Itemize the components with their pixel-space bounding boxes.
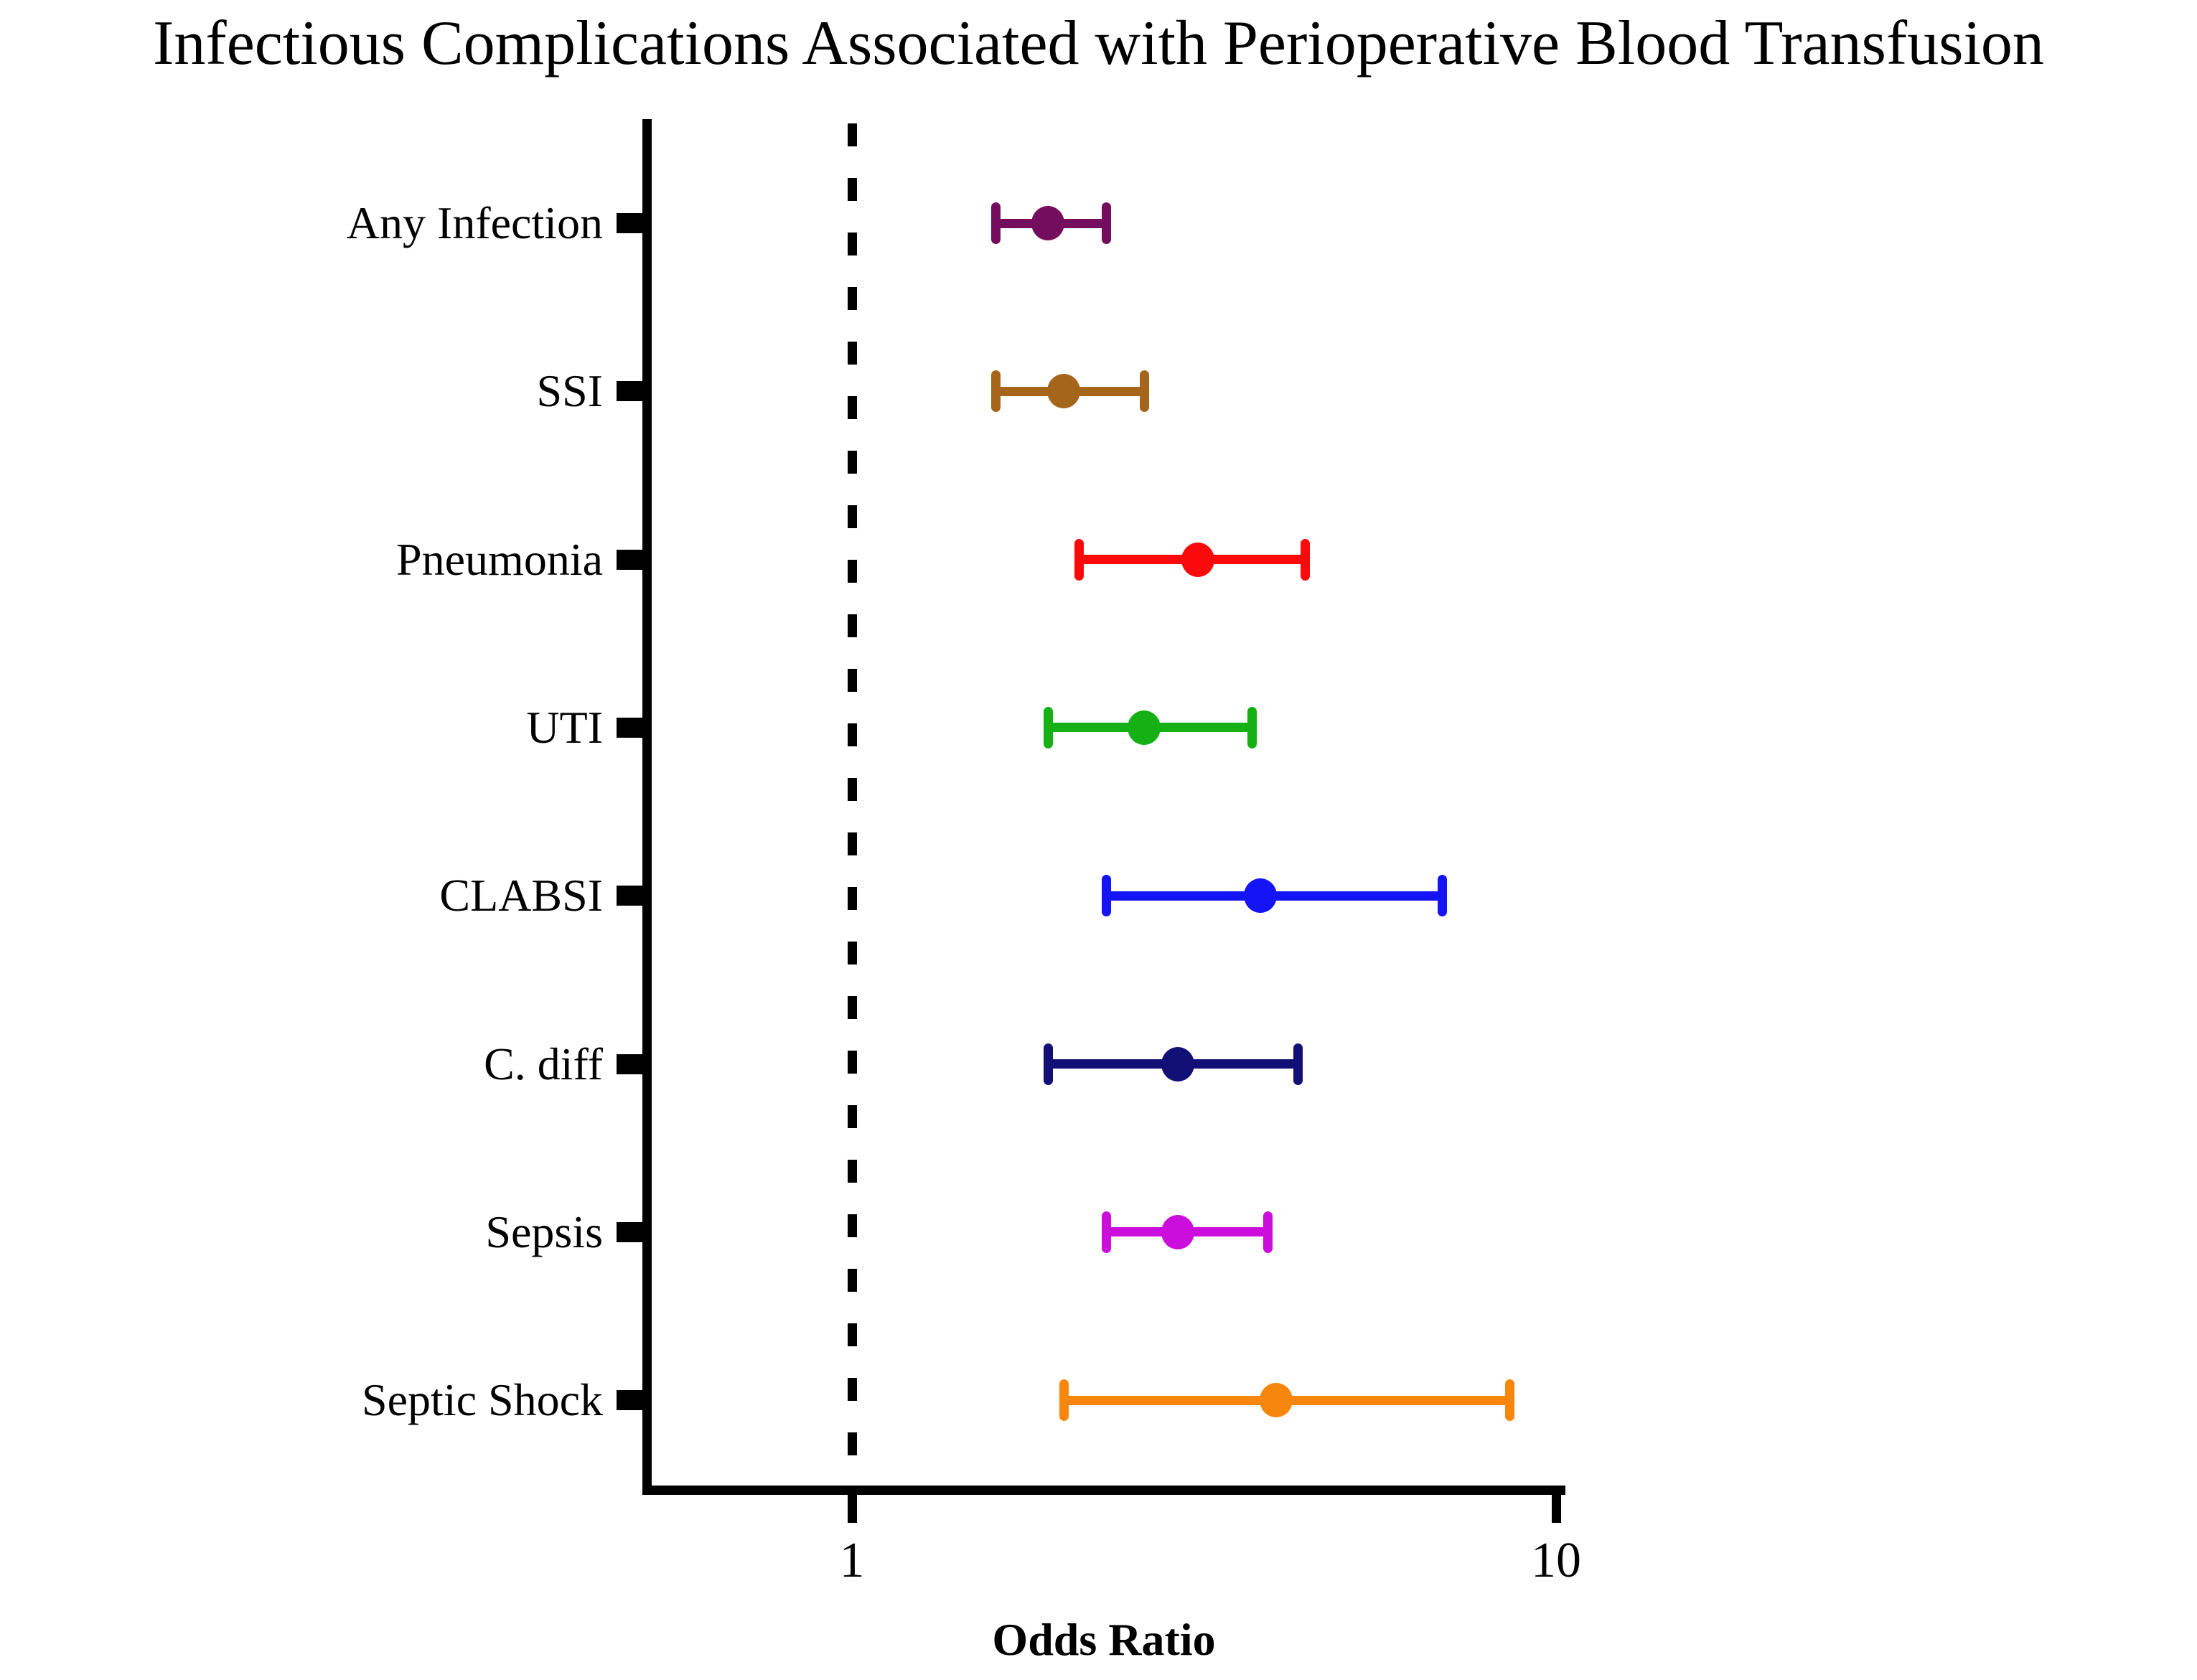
- row-label: CLABSI: [439, 870, 603, 921]
- x-axis-title: Odds Ratio: [992, 1614, 1216, 1665]
- ci-cap-left: [1059, 1379, 1069, 1422]
- ci-cap-left: [1102, 875, 1112, 917]
- point-estimate-marker: [1128, 710, 1161, 745]
- row-label: Any Infection: [346, 197, 603, 248]
- point-estimate-marker: [1181, 542, 1215, 577]
- x-tick-label: 10: [1531, 1533, 1581, 1588]
- y-axis-tick: [617, 1053, 648, 1074]
- ci-cap-right: [1505, 1379, 1515, 1422]
- row-label: C. diff: [484, 1038, 603, 1089]
- ci-cap-right: [1263, 1211, 1273, 1253]
- ci-cap-left: [990, 202, 1001, 244]
- y-axis-tick: [617, 1221, 648, 1242]
- ci-cap-left: [1043, 706, 1053, 749]
- row-label: SSI: [536, 365, 604, 417]
- ci-cap-right: [1300, 538, 1310, 581]
- point-estimate-marker: [1259, 1383, 1293, 1418]
- y-axis-tick: [617, 549, 648, 570]
- x-axis-tick: [847, 1490, 857, 1523]
- ci-cap-right: [1438, 875, 1448, 917]
- point-estimate-marker: [1161, 1046, 1194, 1081]
- reference-line-or1: [848, 123, 857, 1486]
- y-axis-line: [642, 119, 652, 1495]
- ci-cap-left: [990, 370, 1001, 413]
- x-axis-line: [642, 1486, 1565, 1495]
- x-axis-tick: [1551, 1490, 1561, 1523]
- ci-cap-right: [1102, 202, 1112, 244]
- point-estimate-marker: [1031, 206, 1065, 240]
- ci-cap-right: [1247, 706, 1257, 749]
- ci-cap-left: [1074, 538, 1084, 581]
- row-label: Pneumonia: [396, 533, 603, 585]
- ci-cap-left: [1043, 1043, 1053, 1085]
- chart-title: Infectious Complications Associated with…: [153, 9, 2044, 78]
- row-label: UTI: [526, 701, 603, 753]
- row-label: Sepsis: [485, 1206, 603, 1257]
- ci-cap-left: [1102, 1211, 1112, 1253]
- x-tick-label: 1: [839, 1533, 865, 1588]
- y-axis-tick: [617, 213, 648, 233]
- y-axis-tick: [617, 1390, 648, 1411]
- y-axis-tick: [617, 381, 648, 402]
- point-estimate-marker: [1161, 1214, 1194, 1249]
- point-estimate-marker: [1047, 374, 1081, 409]
- y-axis-tick: [617, 717, 648, 738]
- ci-cap-right: [1139, 370, 1149, 413]
- y-axis-tick: [617, 886, 648, 906]
- row-label: Septic Shock: [362, 1374, 603, 1426]
- point-estimate-marker: [1243, 878, 1277, 914]
- ci-cap-right: [1293, 1043, 1303, 1085]
